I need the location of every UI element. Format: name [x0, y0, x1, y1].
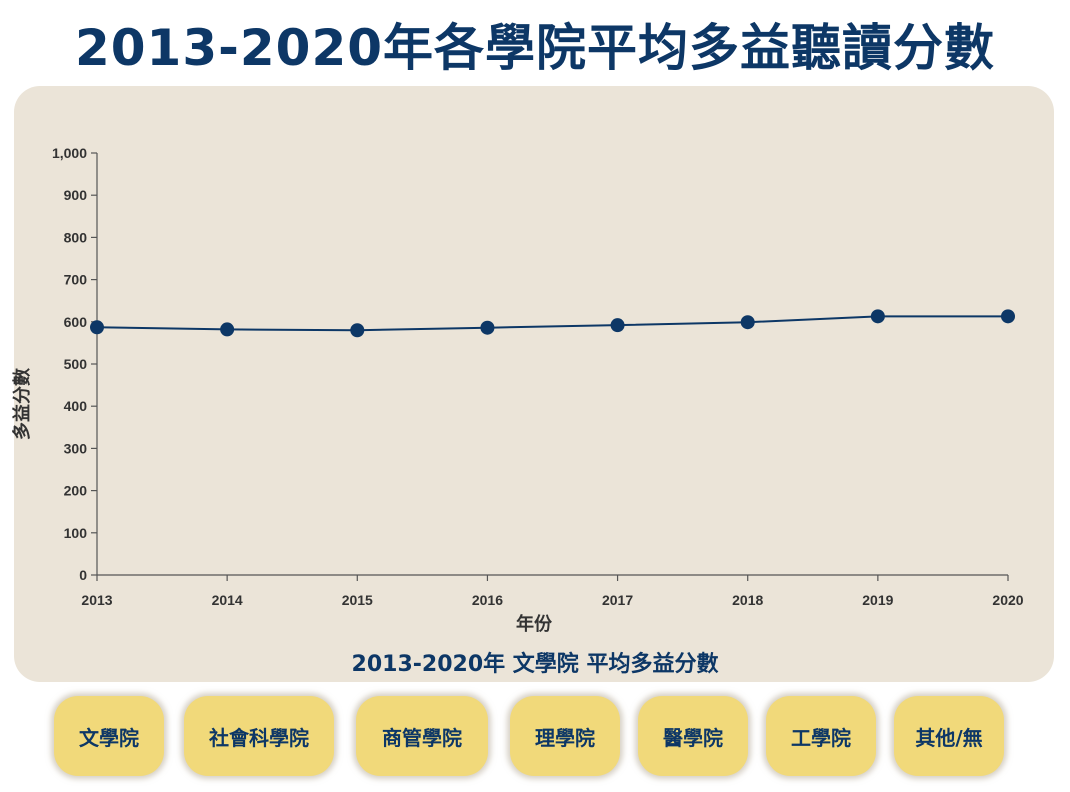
y-tick-label: 300 [64, 440, 88, 456]
chart-title: 2013-2020年 文學院 平均多益分數 [351, 652, 719, 677]
data-point[interactable] [220, 322, 235, 337]
y-tick-label: 600 [64, 314, 88, 330]
series-path [96, 315, 1008, 332]
data-point[interactable] [480, 320, 495, 335]
x-axis-title: 年份 [516, 613, 553, 635]
tab-college-management[interactable]: 商管學院 [356, 696, 488, 776]
y-axis: 0 100 200 300 400 500 600 700 800 900 1,000 [52, 145, 98, 583]
tab-college-social-science[interactable]: 社會科學院 [184, 696, 334, 776]
college-tabs: 文學院 社會科學院 商管學院 理學院 醫學院 工學院 其他/無 [48, 696, 1048, 778]
chart-panel [14, 86, 1054, 682]
y-tick-label: 0 [79, 567, 87, 583]
tab-college-science[interactable]: 理學院 [510, 696, 620, 776]
y-tick-label: 1,000 [52, 145, 87, 161]
x-axis: 2013 2014 2015 2016 2017 2018 2019 2020 [81, 574, 1024, 608]
page-title: 2013-2020年各學院平均多益聽讀分數 [74, 19, 996, 77]
x-tick-label: 2016 [472, 592, 503, 608]
data-point[interactable] [90, 320, 104, 335]
y-axis-title: 多益分數 [11, 368, 33, 440]
tab-college-literature[interactable]: 文學院 [54, 696, 164, 776]
y-tick-label: 900 [64, 187, 88, 203]
x-tick-label: 2015 [342, 592, 373, 608]
y-tick-label: 200 [64, 483, 88, 499]
tab-college-other[interactable]: 其他/無 [894, 696, 1004, 776]
y-tick-label: 100 [64, 525, 88, 541]
y-tick-label: 700 [64, 272, 88, 288]
x-tick-label: 2017 [602, 592, 633, 608]
x-tick-label: 2018 [732, 592, 763, 608]
x-tick-label: 2020 [992, 592, 1023, 608]
x-tick-label: 2014 [212, 592, 243, 608]
tab-college-engineering[interactable]: 工學院 [766, 696, 876, 776]
data-point[interactable] [1001, 309, 1015, 324]
x-tick-label: 2013 [81, 592, 112, 608]
x-tick-label: 2019 [862, 592, 893, 608]
data-point[interactable] [350, 323, 365, 338]
y-tick-label: 800 [64, 229, 88, 245]
tab-college-medicine[interactable]: 醫學院 [638, 696, 748, 776]
y-tick-label: 400 [64, 398, 88, 414]
data-point[interactable] [610, 318, 625, 333]
y-tick-label: 500 [64, 356, 88, 372]
series-line [90, 309, 1015, 338]
data-point[interactable] [870, 309, 885, 324]
data-point[interactable] [740, 315, 755, 330]
